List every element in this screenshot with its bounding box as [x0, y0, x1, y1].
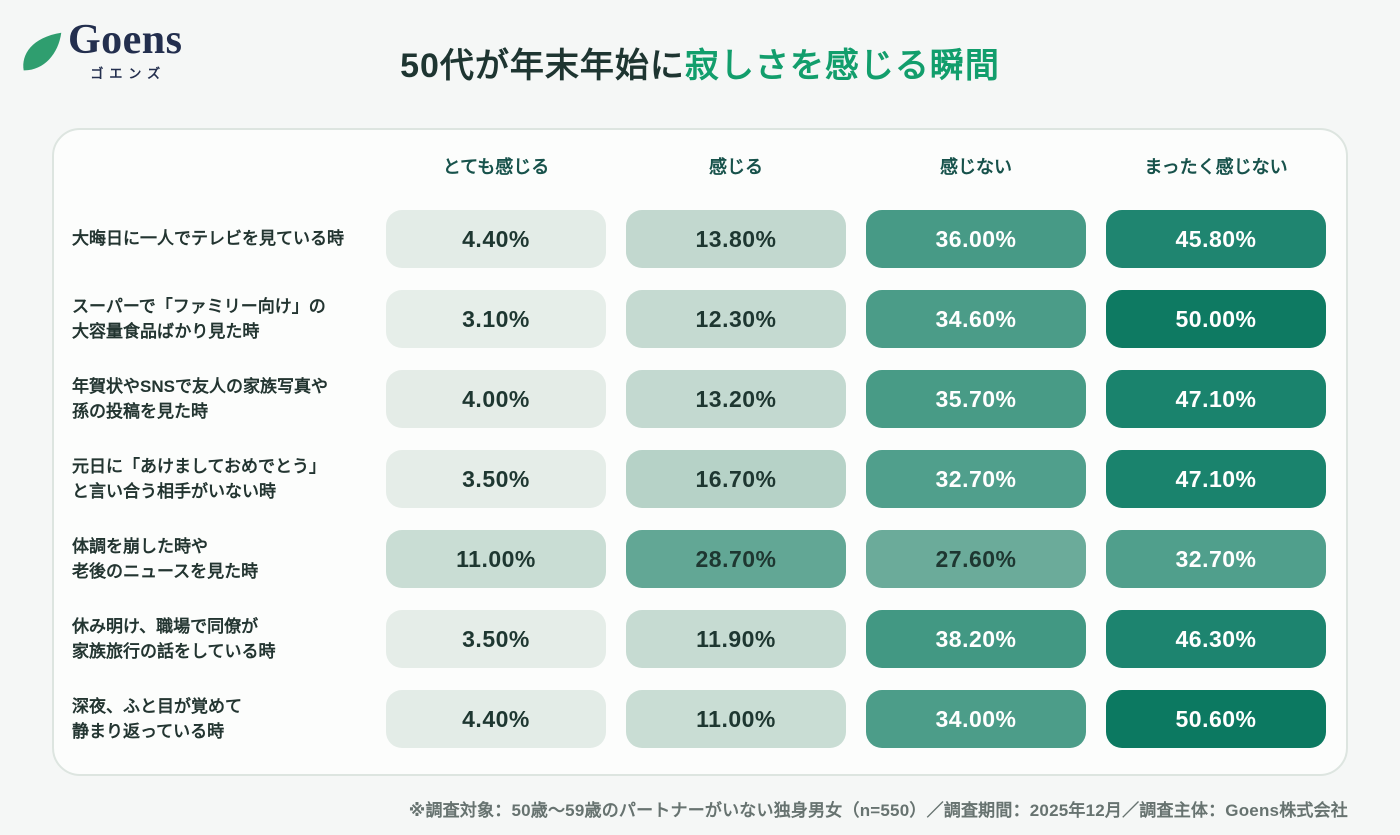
cell-r4-c0: 11.00%: [386, 530, 606, 588]
row-label-5: 休み明け、職場で同僚が 家族旅行の話をしている時: [72, 616, 276, 662]
grid-corner: [68, 152, 366, 180]
column-header-2: 感じない: [940, 157, 1012, 177]
column-header-3: まったく感じない: [1144, 157, 1288, 177]
column-header-0: とても感じる: [442, 157, 550, 177]
cell-r2-c3: 47.10%: [1106, 370, 1326, 428]
cell-r3-c2: 32.70%: [866, 450, 1086, 508]
cell-r3-c0: 3.50%: [386, 450, 606, 508]
cell-r1-c1: 12.30%: [626, 290, 846, 348]
goens-logo: Goens ゴエンズ: [20, 18, 183, 82]
row-label-0: 大晦日に一人でテレビを見ている時: [72, 229, 344, 249]
cell-r0-c1: 13.80%: [626, 210, 846, 268]
leaf-icon: [23, 32, 62, 71]
cell-r6-c3: 50.60%: [1106, 690, 1326, 748]
page-title-dark-part: 50代が年末年始に: [400, 47, 685, 85]
row-label-6: 深夜、ふと目が覚めて 静まり返っている時: [72, 696, 242, 742]
cell-r6-c2: 34.00%: [866, 690, 1086, 748]
cell-r5-c3: 46.30%: [1106, 610, 1326, 668]
cell-r3-c3: 47.10%: [1106, 450, 1326, 508]
page-title: 50代が年末年始に寂しさを感じる瞬間: [0, 38, 1400, 87]
cell-r5-c2: 38.20%: [866, 610, 1086, 668]
cell-r4-c1: 28.70%: [626, 530, 846, 588]
cell-r1-c0: 3.10%: [386, 290, 606, 348]
column-header-1: 感じる: [709, 157, 763, 177]
cell-r5-c0: 3.50%: [386, 610, 606, 668]
cell-r2-c0: 4.00%: [386, 370, 606, 428]
survey-grid: とても感じる 感じる 感じない まったく感じない大晦日に一人でテレビを見ている時 4.4…: [68, 152, 1346, 748]
logo-subtitle: ゴエンズ: [90, 66, 167, 82]
row-label-3: 元日に「あけましておめでとう」 と言い合う相手がいない時: [72, 456, 326, 502]
cell-r0-c3: 45.80%: [1106, 210, 1326, 268]
cell-r6-c0: 4.40%: [386, 690, 606, 748]
row-label-4: 体調を崩した時や 老後のニュースを見た時: [72, 536, 259, 582]
cell-r6-c1: 11.00%: [626, 690, 846, 748]
page-title-green-part: 寂しさを感じる瞬間: [684, 47, 1000, 85]
logo-name: Goens: [68, 17, 183, 63]
cell-r3-c1: 16.70%: [626, 450, 846, 508]
survey-footnote: ※調査対象：50歳〜59歳のパートナーがいない独身男女（n=550）／調査期間：…: [408, 801, 1348, 820]
row-label-2: 年賀状やSNSで友人の家族写真や 孫の投稿を見た時: [72, 376, 328, 422]
survey-card: とても感じる 感じる 感じない まったく感じない大晦日に一人でテレビを見ている時 4.4…: [52, 128, 1348, 776]
cell-r0-c0: 4.40%: [386, 210, 606, 268]
row-label-1: スーパーで「ファミリー向け」の 大容量食品ばかり見た時: [72, 296, 326, 342]
cell-r4-c3: 32.70%: [1106, 530, 1326, 588]
cell-r1-c2: 34.60%: [866, 290, 1086, 348]
cell-r4-c2: 27.60%: [866, 530, 1086, 588]
cell-r2-c2: 35.70%: [866, 370, 1086, 428]
cell-r0-c2: 36.00%: [866, 210, 1086, 268]
cell-r2-c1: 13.20%: [626, 370, 846, 428]
cell-r5-c1: 11.90%: [626, 610, 846, 668]
cell-r1-c3: 50.00%: [1106, 290, 1326, 348]
